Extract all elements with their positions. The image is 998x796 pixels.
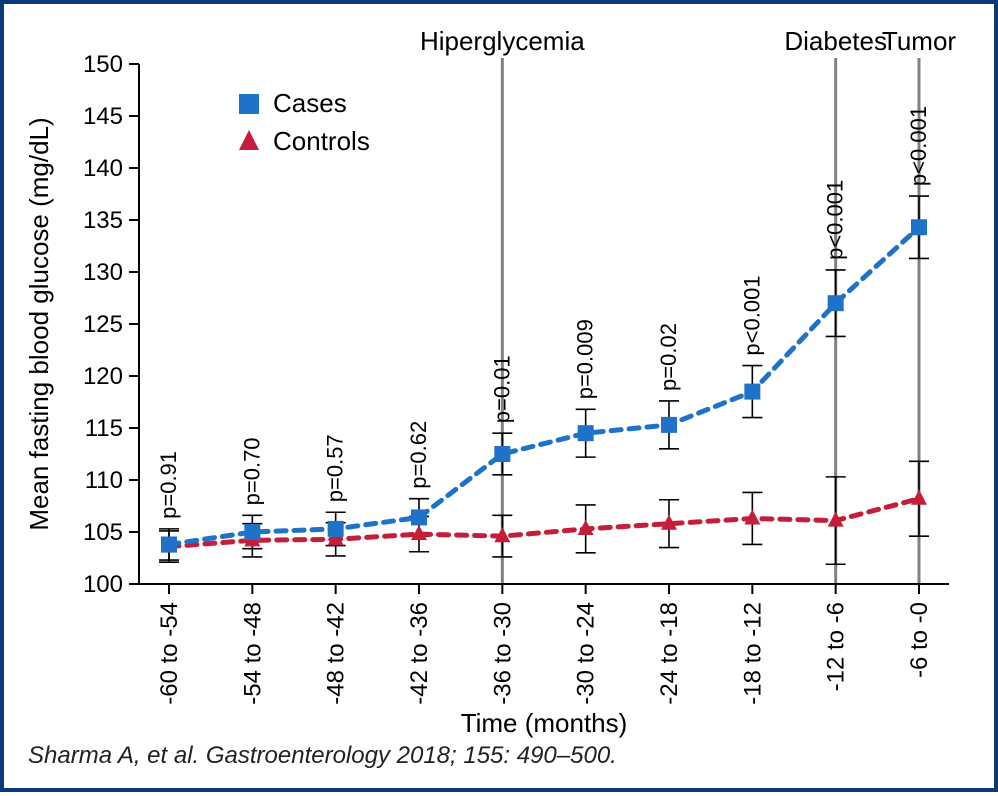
- pvalue-label: p=0.70: [239, 437, 264, 505]
- marker-square: [661, 417, 677, 433]
- xtick-label: -42 to -36: [406, 602, 433, 705]
- pvalue-label: p<0.001: [823, 180, 848, 260]
- legend-marker: [239, 94, 259, 114]
- marker-square: [244, 524, 260, 540]
- pvalue-label: p=0.01: [489, 355, 514, 423]
- ytick-label: 130: [83, 259, 123, 286]
- glucose-chart: Hiperglycemia DiabetesTumor 100 105 110 115 12…: [4, 4, 998, 796]
- series-line: [169, 499, 919, 547]
- xtick-label: -48 to -42: [323, 602, 350, 705]
- pvalue-label: p=0.91: [156, 451, 181, 519]
- marker-triangle: [911, 490, 927, 505]
- xtick-label: -36 to -30: [489, 602, 516, 705]
- marker-square: [578, 425, 594, 441]
- marker-square: [494, 446, 510, 462]
- xtick-label: -54 to -48: [239, 602, 266, 705]
- legend-label: Controls: [273, 126, 370, 156]
- vline-label: Tumor: [882, 26, 956, 56]
- marker-square: [911, 219, 927, 235]
- ytick-label: 115: [85, 415, 123, 442]
- ytick-label: 110: [85, 467, 123, 494]
- ytick-label: 120: [83, 363, 123, 390]
- marker-square: [161, 536, 177, 552]
- pvalue-label: p=0.57: [323, 434, 348, 502]
- marker-square: [328, 521, 344, 537]
- ytick-label: 140: [83, 155, 123, 182]
- xtick-label: -24 to -18: [656, 602, 683, 705]
- ytick-label: 150: [83, 51, 123, 78]
- ytick-label: 135: [83, 207, 123, 234]
- vline-label: Diabetes: [784, 26, 887, 56]
- marker-square: [744, 384, 760, 400]
- ytick-label: 105: [83, 519, 123, 546]
- pvalue-label: p=0.02: [656, 323, 681, 391]
- vline-label: Hiperglycemia: [420, 26, 585, 56]
- chart-frame: Hiperglycemia DiabetesTumor 100 105 110 115 12…: [0, 0, 998, 792]
- citation-text: Sharma A, et al. Gastroenterology 2018; …: [28, 742, 617, 770]
- ytick-label: 145: [83, 103, 123, 130]
- xtick-label: -30 to -24: [573, 602, 600, 705]
- pvalue-label: p=0.62: [406, 421, 431, 489]
- y-axis-label: Mean fasting blood glucose (mg/dL): [24, 117, 54, 530]
- series-line: [169, 227, 919, 544]
- xtick-label: -6 to -0: [906, 602, 933, 678]
- xtick-label: -12 to -6: [823, 602, 850, 691]
- marker-square: [411, 509, 427, 525]
- marker-square: [828, 295, 844, 311]
- legend-marker: [239, 130, 259, 150]
- pvalue-label: p<0.001: [906, 106, 931, 186]
- legend-label: Cases: [273, 88, 347, 118]
- xtick-label: -60 to -54: [156, 602, 183, 705]
- x-axis-label: Time (months): [461, 708, 628, 738]
- ytick-label: 125: [83, 311, 123, 338]
- ytick-label: 100: [83, 571, 123, 598]
- pvalue-label: p<0.001: [739, 275, 764, 355]
- pvalue-label: p=0.009: [573, 319, 598, 399]
- xtick-label: -18 to -12: [739, 602, 766, 705]
